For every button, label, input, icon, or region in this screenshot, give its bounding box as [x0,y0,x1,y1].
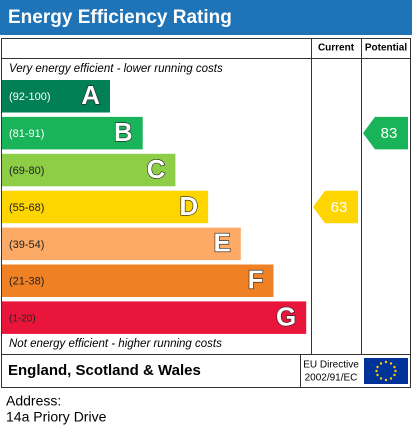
rating-arrow [313,190,358,224]
directive: 2002/91/EC [305,373,358,384]
title: Energy Efficiency Rating [8,7,232,28]
band-bar [2,264,274,297]
region: England, Scotland & Wales [8,362,201,379]
rating-arrow [363,116,408,150]
column-header: Current [318,43,355,54]
band-range: (92-100) [9,91,51,103]
title-bar [0,0,412,35]
band-letter: A [81,80,100,110]
band-range: (69-80) [9,165,44,177]
band-letter: G [276,302,296,332]
rating-value: 83 [381,125,398,142]
column-header: Potential [365,43,407,54]
band-range: (21-38) [9,276,44,288]
band-bar [2,301,307,334]
band-letter: E [213,228,230,258]
band-letter: C [147,154,166,184]
band-range: (1-20) [9,313,36,324]
address-label: Address: [6,393,61,409]
band-letter: F [248,265,264,295]
band-letter: B [114,117,133,147]
directive: EU Directive [303,360,359,371]
band-bar [2,153,176,187]
band-letter: D [179,191,198,221]
bottom-note: Not energy efficient - higher running co… [9,338,222,350]
eu-flag [364,358,408,384]
rating-value: 63 [331,199,348,216]
band-bar [2,227,241,261]
band-bar [2,80,110,113]
band-range: (39-54) [9,239,44,251]
band-range: (81-91) [9,128,44,140]
address: 14a Priory Drive [6,409,107,425]
top-note: Very energy efficient - lower running co… [9,63,223,75]
band-bar [2,190,209,224]
band-bar [2,116,143,150]
band-range: (55-68) [9,202,44,214]
frame [1,38,411,388]
